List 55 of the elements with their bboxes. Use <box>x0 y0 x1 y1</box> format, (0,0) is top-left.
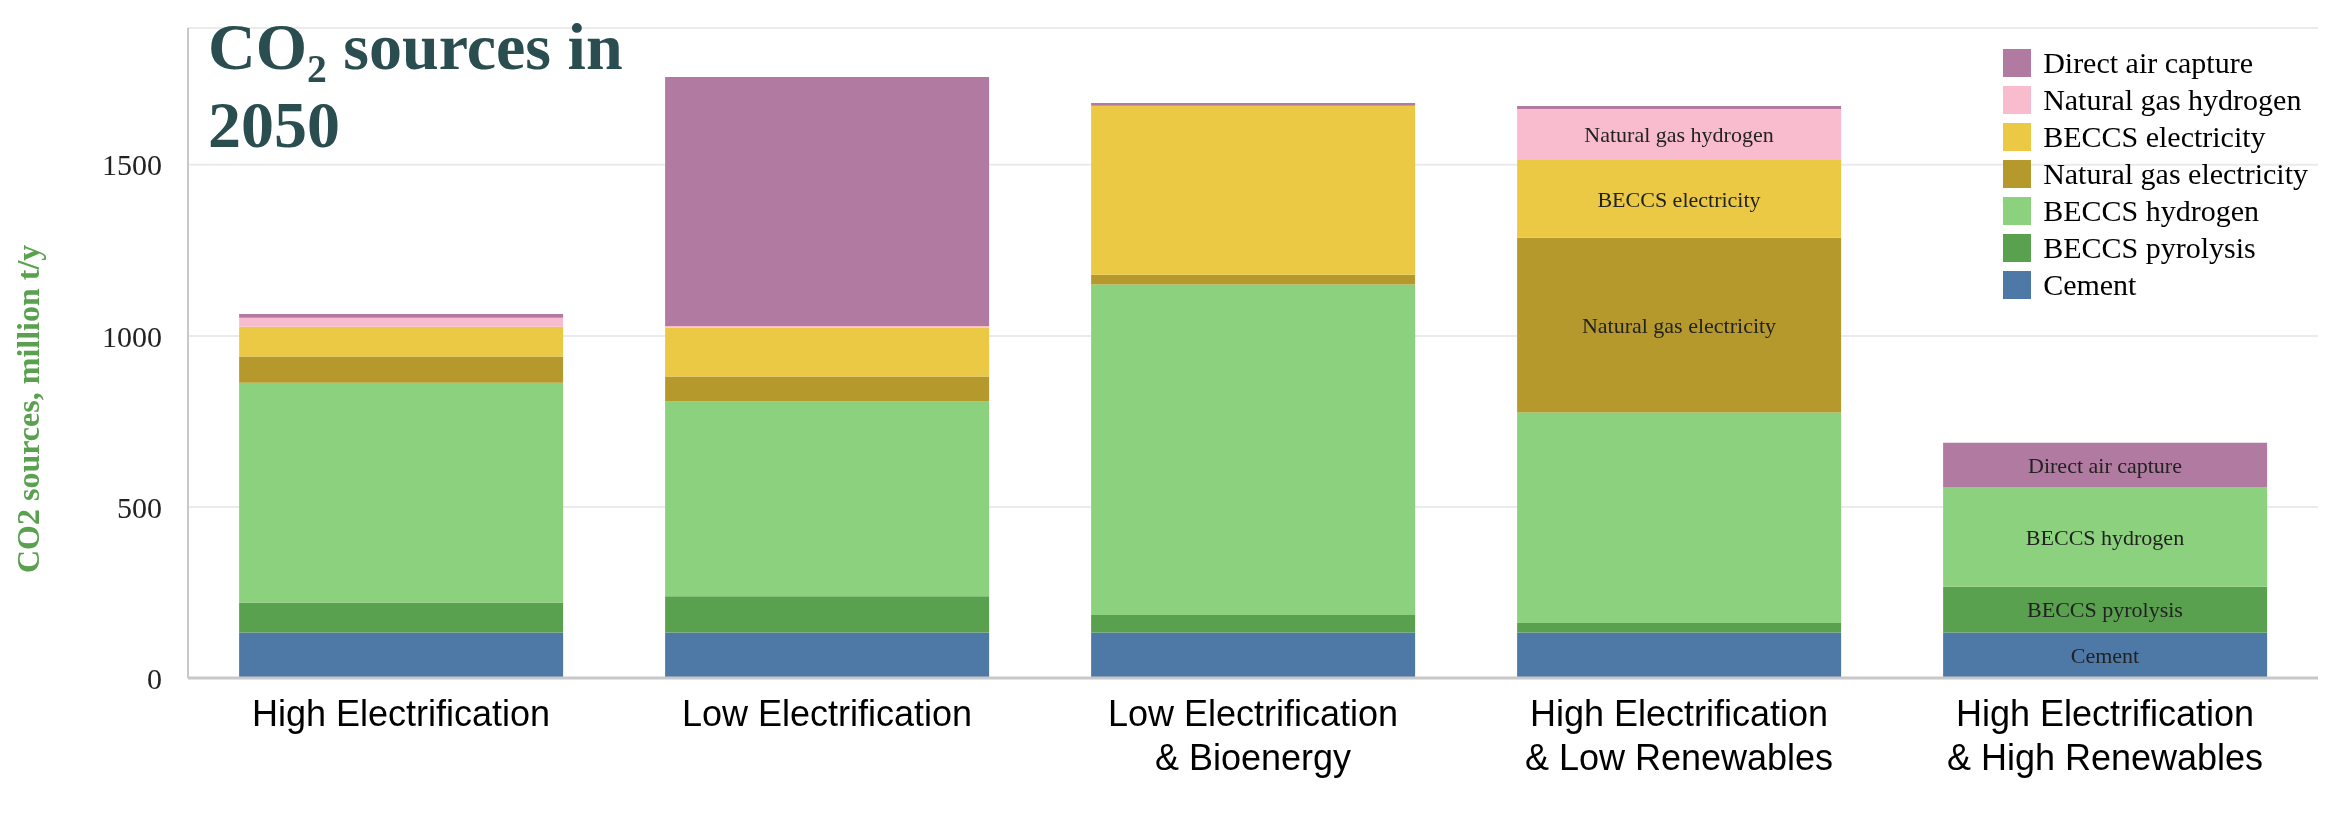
bar <box>1091 105 1416 275</box>
bar <box>1943 487 2268 587</box>
annotation: Direct air capture <box>2028 452 2182 478</box>
bar <box>1091 284 1416 616</box>
x-tick-label: Low Electrification <box>681 693 973 734</box>
y-tick-label: 1500 <box>102 148 162 182</box>
bar <box>239 602 564 633</box>
y-tick-label: 500 <box>117 490 162 524</box>
legend-label: Cement <box>2043 267 2137 303</box>
x-tick-label: Low Electrification & Bioenergy <box>1107 693 1399 778</box>
bar <box>665 327 990 377</box>
bar <box>665 632 990 678</box>
bar <box>1517 109 1842 161</box>
legend-label: BECCS hydrogen <box>2043 193 2259 229</box>
annotation: Natural gas hydrogen <box>1584 122 1774 148</box>
legend-label: Direct air capture <box>2043 45 2253 81</box>
bar <box>665 376 990 402</box>
bar <box>1517 632 1842 678</box>
bar <box>1943 632 2268 678</box>
bar <box>239 314 564 318</box>
annotation: BECCS electricity <box>1597 186 1761 212</box>
bar <box>239 356 564 383</box>
legend-label: BECCS electricity <box>2043 119 2266 155</box>
bar <box>1517 106 1842 110</box>
bar <box>239 382 564 603</box>
legend-label: Natural gas hydrogen <box>2043 82 2302 118</box>
bar <box>1091 632 1416 678</box>
y-tick-label: 1000 <box>102 319 162 353</box>
y-axis-title: CO2 sources, million t/y <box>10 244 47 573</box>
bar <box>1091 615 1416 633</box>
bar <box>239 317 564 327</box>
bar <box>239 632 564 678</box>
annotation: BECCS hydrogen <box>2025 524 2185 550</box>
bar <box>1943 442 2268 488</box>
bar <box>1091 102 1416 106</box>
bar <box>1517 237 1842 413</box>
bar <box>1517 622 1842 633</box>
x-tick-label: High Electrification <box>251 693 551 734</box>
legend-label: Natural gas electricity <box>2043 156 2308 192</box>
bar <box>1943 586 2268 633</box>
bar <box>1091 274 1416 285</box>
annotation: Natural gas electricity <box>1581 312 1777 338</box>
bar <box>665 596 990 633</box>
chart-title: CO₂ sources in 2050 <box>208 9 624 163</box>
x-tick-label: High Electrification & Low Renewables <box>1524 693 1834 778</box>
bar <box>665 76 990 326</box>
bar <box>665 401 990 597</box>
bar <box>1517 160 1842 238</box>
bar <box>1517 412 1842 623</box>
y-tick-label: 0 <box>147 661 162 695</box>
bar <box>239 326 564 357</box>
x-tick-label: High Electrification & High Renewables <box>1946 693 2264 778</box>
annotation: Cement <box>2070 643 2140 669</box>
legend-label: BECCS pyrolysis <box>2043 230 2256 266</box>
annotation: BECCS pyrolysis <box>2027 597 2183 623</box>
